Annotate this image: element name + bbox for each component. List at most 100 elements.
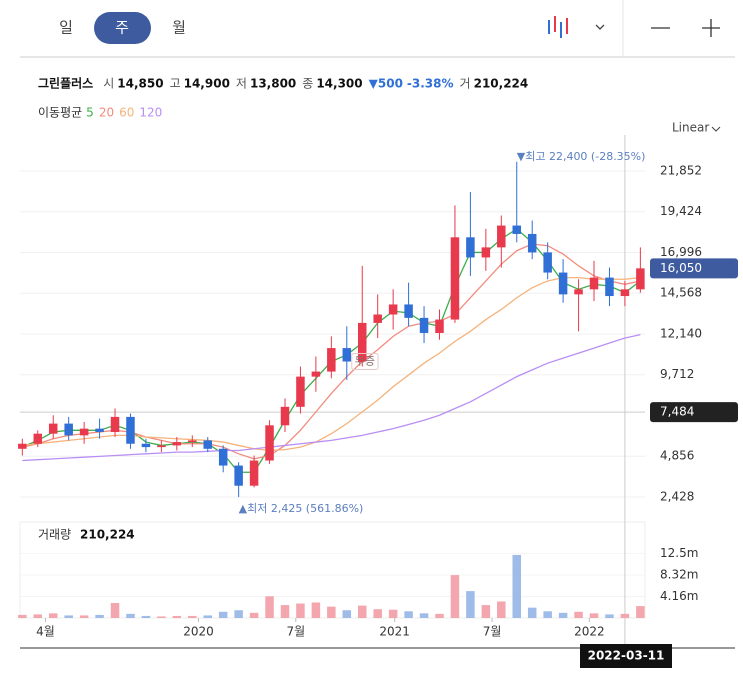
candle-body	[512, 225, 522, 234]
quote-text: ▼500	[369, 77, 403, 91]
volume-bar	[481, 605, 491, 618]
zoom-in[interactable]	[702, 19, 720, 37]
candle-body	[466, 237, 475, 258]
volume-bar	[327, 606, 336, 618]
candle-body	[605, 277, 614, 297]
candle-body	[64, 423, 73, 436]
volume-bar	[203, 615, 212, 618]
active-tab-pill[interactable]	[94, 12, 151, 44]
x-tick-label: 7월	[483, 625, 502, 639]
quote-text: 14,900	[184, 77, 230, 91]
volume-bar	[388, 609, 398, 618]
quote-text: 시	[103, 77, 114, 91]
quote-text: 210,224	[474, 77, 529, 91]
candle-body	[497, 225, 506, 248]
candle-body	[234, 465, 243, 486]
candle-body	[79, 428, 89, 436]
volume-bar	[357, 605, 367, 618]
volume-value: 210,224	[80, 528, 135, 542]
volume-bar	[18, 614, 27, 618]
scale-toggle[interactable]: Linear	[672, 121, 709, 135]
y-tick-label: 16,996	[660, 245, 702, 259]
tab[interactable]: 월	[172, 19, 186, 37]
candle-body	[357, 322, 367, 362]
annotation-box	[351, 353, 379, 371]
volume-title: 거래량	[38, 528, 71, 542]
candle-body	[157, 445, 166, 448]
ma-line	[22, 334, 641, 462]
candle-body	[388, 304, 398, 315]
candle-body	[636, 268, 645, 290]
volume-bar	[126, 613, 135, 618]
candle-body	[48, 423, 58, 434]
candle-body	[481, 247, 491, 258]
volume-bar	[512, 554, 522, 618]
annotation: 무증	[355, 355, 375, 368]
volume-bar	[141, 615, 151, 618]
volume-bar	[64, 615, 73, 618]
candle-body	[18, 443, 27, 449]
volume-bar	[450, 575, 460, 618]
chart-type-icon[interactable]	[548, 16, 568, 38]
candle-body	[527, 233, 537, 253]
volume-bar	[620, 613, 630, 618]
candle-body	[265, 425, 274, 461]
candle-body	[558, 272, 568, 295]
volume-tick-label: 4.16m	[660, 589, 698, 603]
volume-bar	[527, 607, 537, 618]
ma-line	[22, 276, 641, 452]
volume-bar	[95, 614, 104, 618]
x-tick-label: 7월	[286, 625, 305, 639]
volume-bar	[110, 603, 120, 618]
candle-body	[404, 304, 413, 318]
volume-tick-label: 12.5m	[660, 546, 698, 560]
volume-bar	[605, 614, 614, 618]
candle-body	[188, 440, 197, 443]
x-tick-label: 2021	[379, 625, 410, 639]
volume-bar	[311, 602, 321, 618]
candle-body	[218, 448, 228, 466]
legend-entry: 120	[139, 106, 162, 120]
volume-bar	[435, 613, 444, 618]
volume-bar	[373, 609, 382, 618]
candle-body	[373, 314, 382, 323]
candle-body	[574, 289, 583, 295]
volume-bar	[157, 616, 166, 618]
volume-bar	[234, 610, 243, 618]
quote-text: 거	[460, 77, 471, 91]
volume-bar	[265, 596, 274, 618]
volume-bar	[497, 601, 506, 618]
tab[interactable]: 일	[59, 19, 73, 37]
candle-body	[543, 252, 552, 273]
last-price: 16,050	[660, 261, 702, 275]
volume-bar	[466, 591, 475, 618]
volume-bar	[636, 606, 645, 618]
volume-bar	[188, 615, 197, 618]
legend-entry: 60	[119, 106, 134, 120]
tab[interactable]: 주	[115, 19, 129, 37]
candle-body	[435, 319, 444, 333]
scale-dropdown[interactable]	[711, 126, 721, 132]
annotation: ▼최고 22,400 (-28.35%)	[517, 150, 646, 163]
volume-bar	[33, 614, 43, 618]
volume-bar	[249, 612, 259, 618]
quote-text: 14,300	[316, 77, 362, 91]
crosshair-price: 7,484	[660, 405, 694, 419]
candle-body	[249, 460, 259, 486]
quote-text: 고	[170, 77, 181, 91]
legend-entry: 20	[99, 106, 114, 120]
annotation: ▲최저 2,425 (561.86%)	[239, 502, 364, 515]
volume-bar	[172, 615, 182, 618]
volume-bar	[280, 605, 290, 618]
y-tick-label: 14,568	[660, 286, 702, 300]
dropdown-icon[interactable]	[595, 24, 605, 30]
y-tick-label: 2,428	[660, 489, 694, 503]
candle-body	[280, 406, 290, 426]
candle-body	[203, 440, 212, 449]
candle-body	[342, 348, 352, 362]
volume-bar	[404, 611, 413, 618]
crosshair-date: 2022-03-11	[588, 649, 665, 663]
y-tick-label: 21,852	[660, 163, 702, 177]
candle-body	[450, 237, 460, 320]
